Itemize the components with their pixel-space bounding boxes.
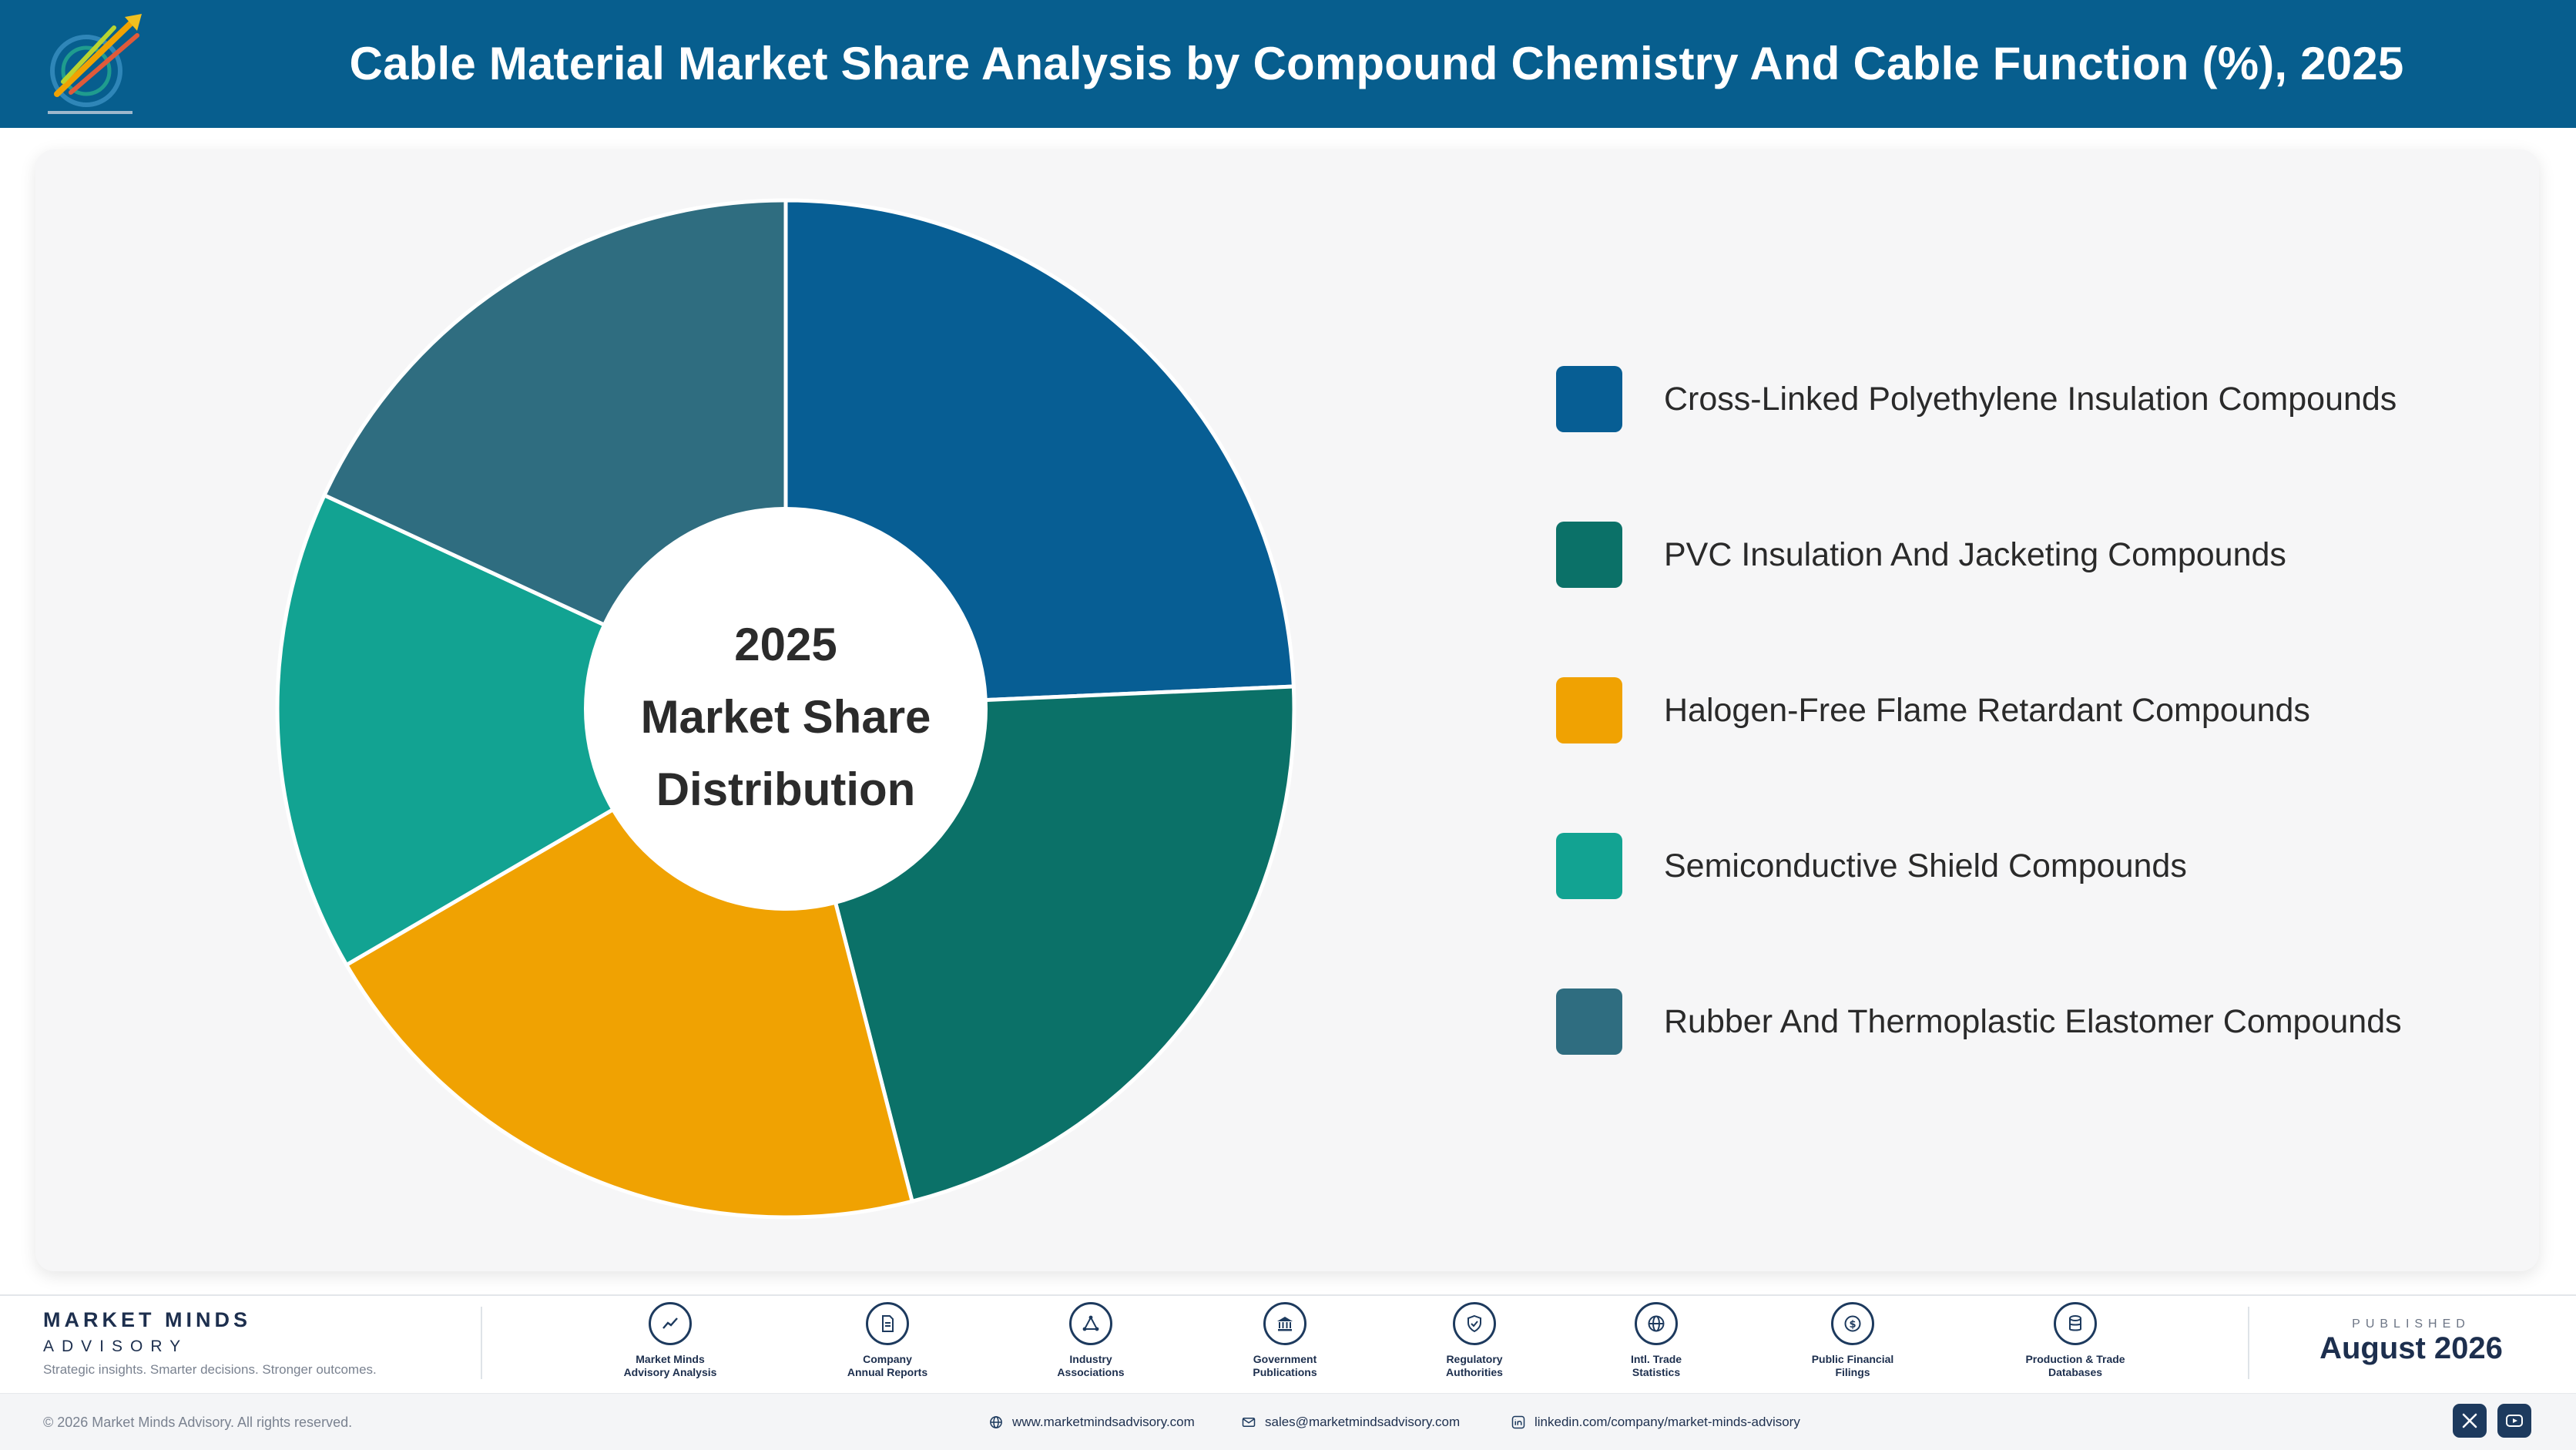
legend-item: Rubber And Thermoplastic Elastomer Compo… xyxy=(1556,988,2480,1055)
donut-center-label: 2025 Market Share Distribution xyxy=(585,609,986,826)
x-icon xyxy=(2462,1413,2477,1428)
source-label: Statistics xyxy=(1632,1366,1681,1378)
published-date: August 2026 xyxy=(2319,1331,2503,1365)
company-logo xyxy=(48,14,142,114)
globe-icon xyxy=(990,1416,1002,1428)
copyright-text: © 2026 Market Minds Advisory. All rights… xyxy=(43,1415,353,1430)
website-text[interactable]: www.marketmindsadvisory.com xyxy=(1012,1415,1195,1429)
pie-slice xyxy=(275,492,790,968)
source-label: Associations xyxy=(1057,1366,1125,1378)
legend-swatch xyxy=(1556,522,1622,588)
government-building-icon xyxy=(1263,1302,1306,1345)
source-label: Intl. Trade xyxy=(1630,1353,1682,1365)
source-label: Regulatory xyxy=(1446,1353,1503,1365)
center-label-line3: Distribution xyxy=(656,764,916,815)
email-text[interactable]: sales@marketmindsadvisory.com xyxy=(1265,1415,1461,1429)
x-social-button[interactable] xyxy=(2453,1404,2487,1438)
source-label: Authorities xyxy=(1446,1366,1503,1378)
legend-swatch xyxy=(1556,677,1622,743)
bottom-bar: © 2026 Market Minds Advisory. All rights… xyxy=(0,1393,2576,1450)
donut-chart xyxy=(275,200,1294,1217)
legend-item: Semiconductive Shield Compounds xyxy=(1556,833,2480,899)
page-title: Cable Material Market Share Analysis by … xyxy=(349,38,2404,89)
legend-label: Rubber And Thermoplastic Elastomer Compo… xyxy=(1664,1003,2402,1040)
footer-divider xyxy=(0,1294,2576,1296)
shield-check-icon xyxy=(1453,1302,1496,1345)
legend-item: Cross-Linked Polyethylene Insulation Com… xyxy=(1556,366,2480,432)
svg-text:$: $ xyxy=(1849,1319,1856,1331)
legend-label: Halogen-Free Flame Retardant Compounds xyxy=(1664,692,2310,729)
youtube-social-button[interactable] xyxy=(2497,1404,2531,1438)
center-label-line2: Market Share xyxy=(640,691,931,743)
legend-label: Semiconductive Shield Compounds xyxy=(1664,848,2187,884)
linkedin-text[interactable]: linkedin.com/company/market-minds-adviso… xyxy=(1535,1415,1800,1429)
source-label: Filings xyxy=(1835,1366,1870,1378)
dollar-coin-icon: $ xyxy=(1831,1302,1874,1345)
source-label: Company xyxy=(863,1353,912,1365)
globe-icon xyxy=(1635,1302,1678,1345)
source-label: Annual Reports xyxy=(847,1366,928,1378)
published-caption: PUBLISHED xyxy=(2352,1317,2470,1331)
source-label: Advisory Analysis xyxy=(623,1366,717,1378)
brand-name: MARKET MINDS xyxy=(43,1308,251,1331)
legend-label: Cross-Linked Polyethylene Insulation Com… xyxy=(1664,381,2397,418)
source-label: Publications xyxy=(1253,1366,1317,1378)
legend-item: Halogen-Free Flame Retardant Compounds xyxy=(1556,677,2480,743)
legend-swatch xyxy=(1556,988,1622,1055)
header-bar: Cable Material Market Share Analysis by … xyxy=(0,0,2576,128)
source-label: Government xyxy=(1253,1353,1317,1365)
linkedin-icon xyxy=(1511,1415,1525,1429)
legend-swatch xyxy=(1556,833,1622,899)
source-label: Production & Trade xyxy=(2025,1353,2125,1365)
source-label: Databases xyxy=(2048,1366,2103,1378)
data-sources: Market Minds Advisory Analysis Company Ann… xyxy=(0,1302,2576,1387)
donut-hole xyxy=(584,507,988,911)
legend-item: PVC Insulation And Jacketing Compounds xyxy=(1556,522,2480,588)
source-label: Market Minds xyxy=(636,1353,705,1365)
center-label-year: 2025 xyxy=(734,619,837,670)
database-icon xyxy=(2054,1302,2097,1345)
footer-separator xyxy=(481,1307,482,1379)
network-icon xyxy=(1069,1302,1112,1345)
legend-swatch xyxy=(1556,366,1622,432)
footer-separator xyxy=(2248,1307,2249,1379)
source-label: Public Financial xyxy=(1811,1353,1894,1365)
document-icon xyxy=(866,1302,909,1345)
legend-label: PVC Insulation And Jacketing Compounds xyxy=(1664,536,2286,573)
source-label: Industry xyxy=(1069,1353,1112,1365)
brand-tagline: Strategic insights. Smarter decisions. S… xyxy=(43,1362,377,1377)
brand-subtitle: ADVISORY xyxy=(43,1338,189,1355)
youtube-icon xyxy=(2506,1415,2523,1427)
mail-icon xyxy=(1242,1418,1256,1427)
trend-chart-icon xyxy=(649,1302,692,1345)
